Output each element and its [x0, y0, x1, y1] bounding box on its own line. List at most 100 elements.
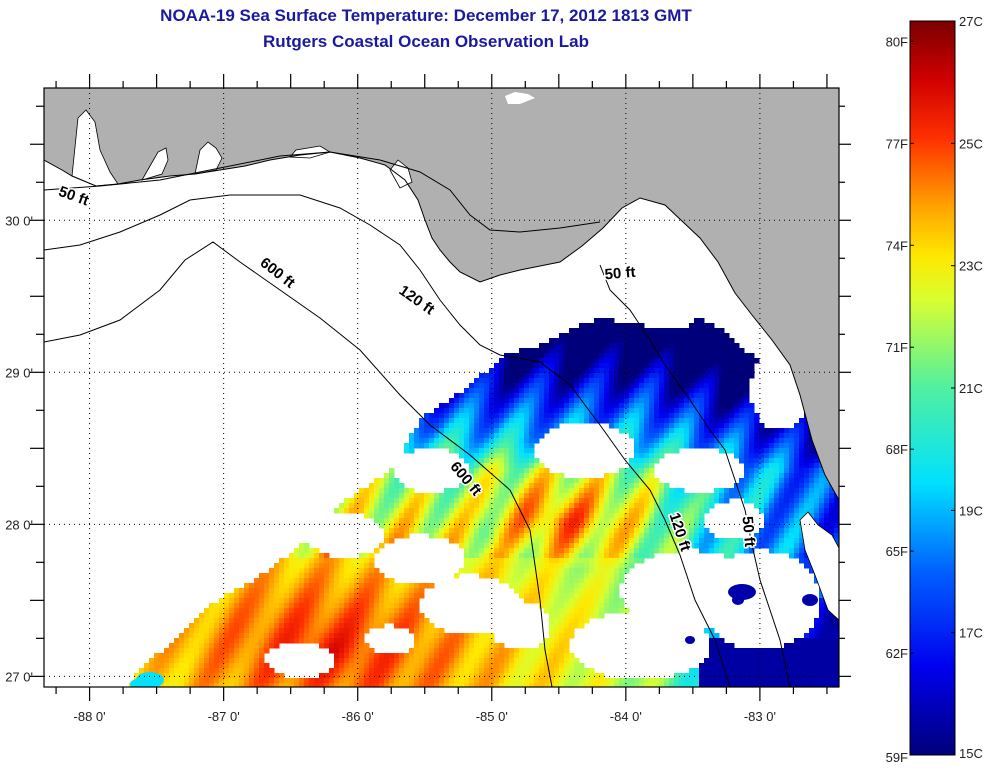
sst-cell: [589, 513, 595, 519]
sst-cell: [544, 348, 550, 354]
sst-cell: [569, 508, 575, 514]
sst-cell: [469, 678, 475, 684]
sst-cell: [659, 423, 665, 429]
sst-cell: [594, 528, 600, 534]
sst-cell: [714, 678, 720, 684]
sst-cell: [784, 548, 790, 554]
sst-cell: [469, 428, 475, 434]
sst-cell: [834, 528, 839, 534]
sst-cell: [689, 513, 695, 519]
sst-cell: [669, 448, 675, 454]
sst-cell: [594, 363, 600, 369]
sst-cell: [514, 428, 520, 434]
sst-cell: [174, 683, 180, 687]
sst-cell: [654, 398, 660, 404]
sst-cell: [519, 403, 525, 409]
sst-cell: [739, 403, 745, 409]
sst-cell: [789, 543, 795, 549]
sst-cell: [579, 413, 585, 419]
sst-cell: [329, 613, 335, 619]
sst-cell: [459, 443, 465, 449]
sst-cell: [499, 463, 505, 469]
sst-cell: [704, 528, 710, 534]
sst-cell: [349, 603, 355, 609]
sst-cell: [739, 658, 745, 664]
sst-cell: [449, 413, 455, 419]
sst-cell: [419, 678, 425, 684]
sst-cell: [499, 383, 505, 389]
sst-cell: [559, 583, 565, 589]
sst-cell: [474, 468, 480, 474]
sst-cell: [534, 398, 540, 404]
sst-cell: [594, 583, 600, 589]
sst-cell: [689, 383, 695, 389]
sst-cell: [284, 618, 290, 624]
sst-cell: [729, 488, 735, 494]
sst-cell: [734, 353, 740, 359]
sst-cell: [794, 433, 800, 439]
sst-cell: [479, 658, 485, 664]
sst-cell: [484, 388, 490, 394]
sst-cell: [814, 478, 820, 484]
sst-cell: [599, 553, 605, 559]
sst-cell: [559, 393, 565, 399]
sst-cell: [564, 493, 570, 499]
sst-cell: [504, 678, 510, 684]
sst-cell: [774, 503, 780, 509]
sst-cell: [799, 503, 805, 509]
sst-cell: [769, 513, 775, 519]
sst-cell: [209, 673, 215, 679]
sst-cell: [459, 498, 465, 504]
sst-cell: [374, 653, 380, 659]
sst-cell: [484, 533, 490, 539]
sst-cell: [424, 623, 430, 629]
sst-cell: [399, 618, 405, 624]
sst-cell: [604, 558, 610, 564]
sst-cell: [494, 558, 500, 564]
sst-cell: [429, 643, 435, 649]
sst-cell: [769, 523, 775, 529]
sst-cell: [464, 658, 470, 664]
sst-cell: [214, 608, 220, 614]
sst-cell: [549, 568, 555, 574]
sst-cell: [589, 418, 595, 424]
sst-cell: [714, 403, 720, 409]
sst-cell: [614, 583, 620, 589]
sst-cell: [519, 378, 525, 384]
sst-cell: [479, 438, 485, 444]
sst-cell: [379, 668, 385, 674]
sst-cell: [619, 568, 625, 574]
sst-cell: [229, 628, 235, 634]
sst-cell: [664, 538, 670, 544]
sst-cell: [684, 333, 690, 339]
sst-cell: [494, 378, 500, 384]
sst-cell: [504, 468, 510, 474]
sst-cell: [674, 513, 680, 519]
sst-cell: [579, 373, 585, 379]
sst-cell: [649, 438, 655, 444]
sst-cell: [269, 623, 275, 629]
sst-cell: [489, 478, 495, 484]
sst-cell: [359, 633, 365, 639]
sst-cell: [454, 668, 460, 674]
sst-cell: [434, 663, 440, 669]
sst-cell: [689, 403, 695, 409]
sst-cell: [634, 433, 640, 439]
sst-cell: [204, 618, 210, 624]
sst-cell: [579, 608, 585, 614]
sst-cell: [494, 423, 500, 429]
contour-50ft: [44, 151, 601, 233]
sst-cell: [569, 523, 575, 529]
sst-cell: [739, 483, 745, 489]
sst-cell: [784, 653, 790, 659]
sst-cell: [224, 663, 230, 669]
sst-cell: [284, 633, 290, 639]
sst-cell: [709, 678, 715, 684]
sst-cell: [519, 438, 525, 444]
sst-cell: [664, 333, 670, 339]
sst-cell: [439, 493, 445, 499]
sst-cell: [484, 643, 490, 649]
sst-cell: [714, 368, 720, 374]
sst-cell: [329, 593, 335, 599]
sst-cell: [559, 383, 565, 389]
